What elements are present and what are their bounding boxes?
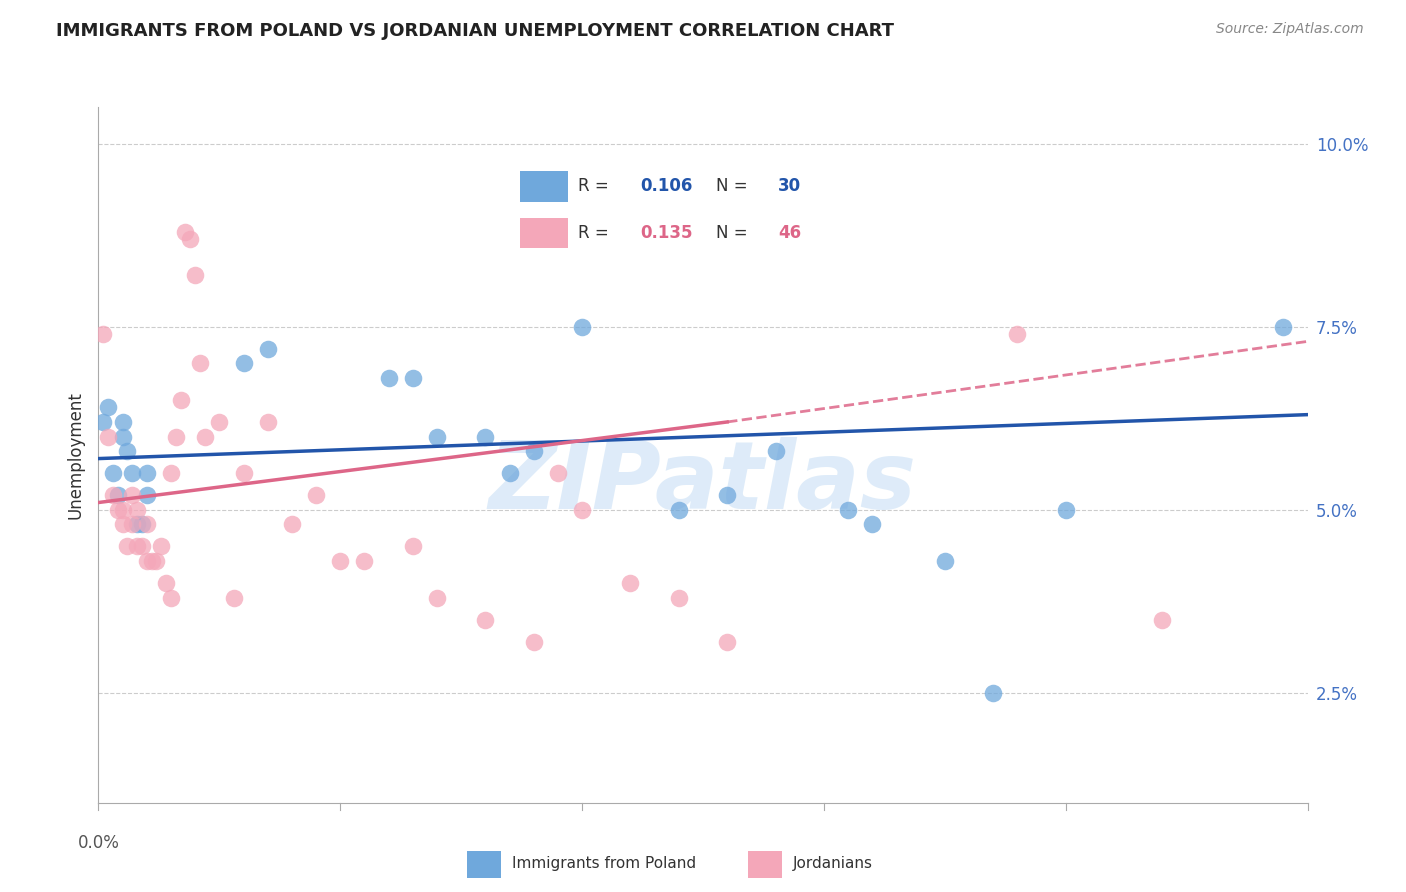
Point <box>716 488 738 502</box>
Point <box>208 415 231 429</box>
Point <box>571 319 593 334</box>
Point <box>169 392 191 407</box>
FancyBboxPatch shape <box>748 851 782 878</box>
Point <box>111 429 134 443</box>
Point <box>547 467 569 481</box>
Point <box>716 634 738 648</box>
Point <box>837 503 859 517</box>
Point <box>474 429 496 443</box>
Point <box>353 554 375 568</box>
Point <box>329 554 352 568</box>
Y-axis label: Unemployment: Unemployment <box>66 391 84 519</box>
Point <box>188 356 211 370</box>
Point <box>498 467 520 481</box>
Point <box>121 517 143 532</box>
Point <box>91 415 114 429</box>
Point <box>860 517 883 532</box>
Point <box>145 554 167 568</box>
Point <box>1152 613 1174 627</box>
Point <box>619 576 641 591</box>
Point <box>107 488 129 502</box>
Point <box>135 488 157 502</box>
FancyBboxPatch shape <box>520 171 568 202</box>
Text: Jordanians: Jordanians <box>793 855 873 871</box>
Point <box>101 488 124 502</box>
Point <box>184 268 207 283</box>
Point <box>111 503 134 517</box>
Point <box>111 415 134 429</box>
Point <box>668 591 690 605</box>
Point <box>194 429 217 443</box>
Point <box>474 613 496 627</box>
Point <box>141 554 163 568</box>
Point <box>127 517 149 532</box>
Point <box>981 686 1004 700</box>
Point <box>160 467 183 481</box>
Text: 0.106: 0.106 <box>640 178 693 195</box>
Point <box>117 540 139 554</box>
Point <box>571 503 593 517</box>
Point <box>426 591 449 605</box>
Point <box>127 540 149 554</box>
Point <box>1272 319 1295 334</box>
Point <box>305 488 328 502</box>
Point <box>765 444 787 458</box>
Text: R =: R = <box>578 224 614 242</box>
Point <box>179 232 201 246</box>
Point <box>232 356 254 370</box>
Point <box>121 488 143 502</box>
Point <box>131 517 153 532</box>
Point <box>174 225 197 239</box>
Point <box>281 517 304 532</box>
Point <box>232 467 254 481</box>
Point <box>523 634 546 648</box>
Point <box>111 517 134 532</box>
Point <box>117 444 139 458</box>
Point <box>97 401 120 415</box>
Text: 0.135: 0.135 <box>640 224 693 242</box>
Text: R =: R = <box>578 178 614 195</box>
Point <box>121 467 143 481</box>
Text: Source: ZipAtlas.com: Source: ZipAtlas.com <box>1216 22 1364 37</box>
Point <box>155 576 177 591</box>
Point <box>150 540 173 554</box>
Point <box>135 554 157 568</box>
Point <box>165 429 187 443</box>
Point <box>1054 503 1077 517</box>
Point <box>222 591 245 605</box>
Point <box>135 517 157 532</box>
Point <box>668 503 690 517</box>
Point <box>91 327 114 342</box>
Point <box>135 467 157 481</box>
Text: 46: 46 <box>778 224 801 242</box>
Point <box>256 342 278 356</box>
Text: 0.0%: 0.0% <box>77 834 120 852</box>
Text: Immigrants from Poland: Immigrants from Poland <box>512 855 696 871</box>
Text: 30: 30 <box>778 178 801 195</box>
Point <box>523 444 546 458</box>
Point <box>160 591 183 605</box>
Point <box>402 540 425 554</box>
Point <box>97 429 120 443</box>
Point <box>256 415 278 429</box>
Point <box>377 371 399 385</box>
Text: N =: N = <box>716 224 754 242</box>
Point <box>1007 327 1029 342</box>
Point <box>934 554 956 568</box>
Text: ZIPatlas: ZIPatlas <box>489 437 917 529</box>
Point <box>107 503 129 517</box>
FancyBboxPatch shape <box>467 851 501 878</box>
Text: IMMIGRANTS FROM POLAND VS JORDANIAN UNEMPLOYMENT CORRELATION CHART: IMMIGRANTS FROM POLAND VS JORDANIAN UNEM… <box>56 22 894 40</box>
Point <box>426 429 449 443</box>
Text: N =: N = <box>716 178 754 195</box>
Point <box>127 503 149 517</box>
Point <box>402 371 425 385</box>
Point <box>101 467 124 481</box>
FancyBboxPatch shape <box>520 218 568 248</box>
Point <box>131 540 153 554</box>
